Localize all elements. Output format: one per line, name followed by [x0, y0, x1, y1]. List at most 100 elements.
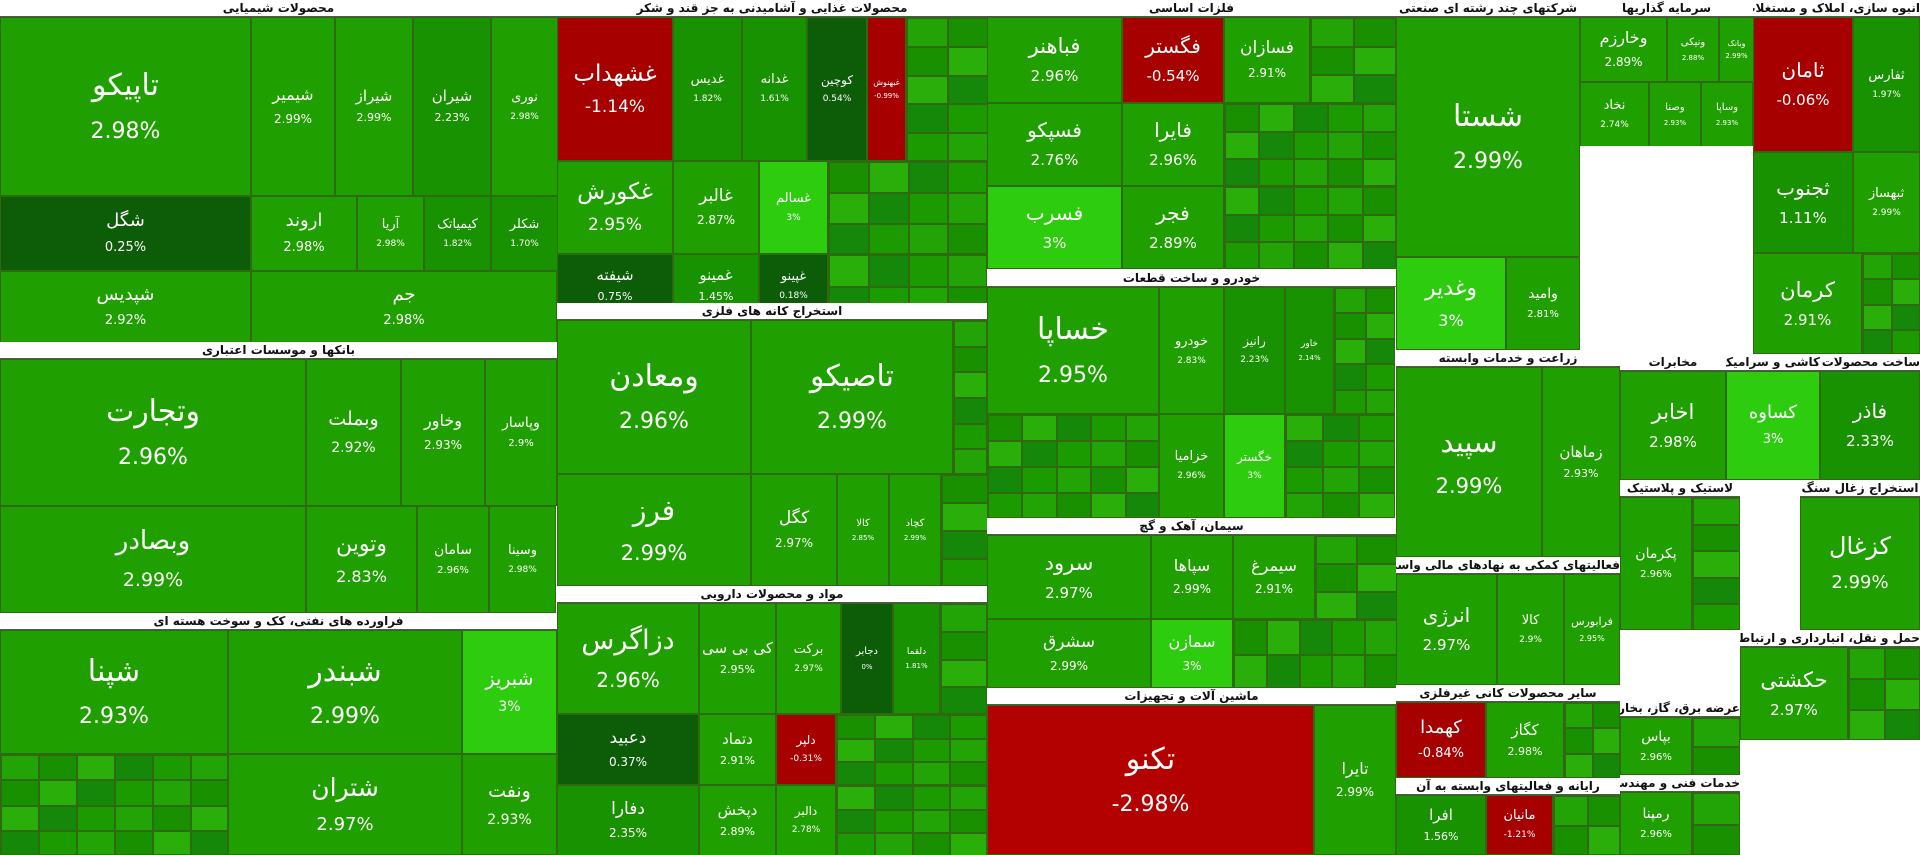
mini-tile[interactable] — [1335, 338, 1366, 365]
mini-tile[interactable] — [1125, 493, 1158, 517]
mini-tile[interactable] — [1885, 679, 1919, 710]
mini-tile[interactable] — [1316, 536, 1357, 564]
mini-tile[interactable] — [908, 162, 949, 193]
mini-tile[interactable] — [1091, 493, 1126, 517]
stock-tile[interactable]: شکلر 1.70% — [491, 196, 557, 271]
mini-tile[interactable] — [907, 18, 948, 47]
mini-tile[interactable] — [1056, 493, 1092, 517]
stock-tile[interactable]: سامان 2.96% — [417, 506, 489, 613]
mini-tile[interactable] — [954, 346, 986, 373]
mini-tile[interactable] — [115, 805, 153, 831]
mini-tile[interactable] — [1593, 728, 1619, 754]
mini-tile[interactable] — [153, 830, 191, 854]
stock-tile[interactable]: کوچین 0.54% — [807, 17, 867, 161]
mini-tile[interactable] — [1365, 620, 1396, 655]
stock-tile[interactable]: وبصادر 2.99% — [0, 506, 306, 613]
mini-tile[interactable] — [948, 104, 987, 134]
mini-tile[interactable] — [1311, 75, 1354, 102]
mini-tile[interactable] — [988, 467, 1023, 493]
mini-tile[interactable] — [1849, 679, 1885, 710]
stock-tile[interactable]: کیمیاتک 1.82% — [424, 196, 491, 271]
stock-tile[interactable]: حکشتی 2.97% — [1740, 647, 1848, 740]
mini-tile[interactable] — [1892, 254, 1919, 280]
mini-tile[interactable] — [1293, 214, 1329, 243]
mini-tile[interactable] — [1693, 577, 1739, 605]
mini-tile[interactable] — [1234, 620, 1267, 655]
mini-tile[interactable] — [1892, 304, 1919, 330]
mini-tile[interactable] — [1056, 441, 1092, 467]
mini-tile[interactable] — [1293, 242, 1329, 268]
stock-tile[interactable]: خودرو 2.83% — [1159, 287, 1224, 414]
stock-tile[interactable]: وساپا 2.93% — [1701, 82, 1753, 146]
mini-tile[interactable] — [1293, 187, 1329, 215]
stock-tile[interactable]: دعبید 0.37% — [557, 714, 699, 785]
mini-tile[interactable] — [950, 738, 986, 763]
mini-tile[interactable] — [1587, 796, 1619, 826]
mini-tile[interactable] — [950, 833, 986, 855]
mini-tile[interactable] — [837, 738, 875, 763]
mini-tile[interactable] — [1056, 415, 1092, 441]
stock-tile[interactable]: وخاور 2.93% — [401, 359, 485, 506]
mini-tile[interactable] — [954, 372, 986, 398]
stock-tile[interactable]: ثبهساز 2.99% — [1853, 152, 1920, 253]
stock-tile[interactable]: سمازن 3% — [1151, 619, 1233, 688]
stock-tile[interactable]: شستا 2.99% — [1396, 17, 1580, 257]
stock-tile[interactable]: فباهنر 2.96% — [987, 17, 1122, 103]
mini-tile[interactable] — [1, 755, 39, 781]
stock-tile[interactable]: سیمرغ 2.91% — [1233, 535, 1315, 619]
mini-tile[interactable] — [837, 715, 875, 739]
mini-tile[interactable] — [1259, 187, 1294, 215]
mini-tile[interactable] — [1365, 288, 1394, 314]
stock-tile[interactable]: شیران 2.23% — [413, 17, 491, 196]
mini-tile[interactable] — [1322, 467, 1360, 493]
mini-tile[interactable] — [1335, 364, 1366, 390]
stock-tile[interactable]: خگستر 3% — [1224, 414, 1285, 518]
stock-tile[interactable]: فاذر 2.33% — [1820, 371, 1920, 480]
mini-tile[interactable] — [1259, 159, 1294, 185]
mini-tile[interactable] — [912, 762, 951, 784]
mini-tile[interactable] — [948, 193, 986, 224]
stock-tile[interactable]: کالا 2.85% — [837, 474, 889, 586]
stock-tile[interactable]: خزامیا 2.96% — [1159, 414, 1224, 518]
mini-tile[interactable] — [1225, 159, 1260, 185]
stock-tile[interactable]: مانیان -1.21% — [1486, 795, 1553, 855]
mini-tile[interactable] — [1091, 415, 1126, 441]
mini-tile[interactable] — [942, 559, 987, 585]
mini-tile[interactable] — [1849, 710, 1885, 739]
mini-tile[interactable] — [988, 415, 1023, 441]
stock-tile[interactable]: وصنا 2.93% — [1649, 82, 1701, 146]
stock-tile[interactable]: ثفارس 1.97% — [1853, 17, 1920, 152]
stock-tile[interactable]: نوری 2.98% — [491, 17, 557, 196]
mini-tile[interactable] — [912, 715, 951, 739]
stock-tile[interactable]: دلقما 1.81% — [893, 603, 940, 714]
mini-tile[interactable] — [1234, 654, 1267, 687]
mini-tile[interactable] — [874, 833, 913, 855]
mini-tile[interactable] — [837, 809, 875, 834]
stock-tile[interactable]: شبریز 3% — [462, 630, 557, 754]
mini-tile[interactable] — [1354, 46, 1395, 76]
mini-tile[interactable] — [908, 193, 949, 224]
mini-tile[interactable] — [1693, 498, 1739, 525]
stock-tile[interactable]: غبهنوش -0.99% — [867, 17, 906, 161]
mini-tile[interactable] — [1091, 441, 1126, 467]
stock-tile[interactable]: وبانک 2.99% — [1719, 17, 1753, 82]
mini-tile[interactable] — [868, 255, 909, 287]
mini-tile[interactable] — [1259, 104, 1294, 132]
mini-tile[interactable] — [1293, 131, 1329, 160]
mini-tile[interactable] — [874, 738, 913, 763]
mini-tile[interactable] — [912, 738, 951, 763]
stock-tile[interactable]: ثجنوب 1.11% — [1753, 152, 1853, 253]
mini-tile[interactable] — [1565, 728, 1593, 754]
mini-tile[interactable] — [1299, 620, 1333, 655]
stock-tile[interactable]: غکورش 2.95% — [557, 161, 673, 254]
mini-tile[interactable] — [1316, 564, 1357, 592]
stock-tile[interactable]: وپاسار 2.9% — [485, 359, 557, 506]
stock-tile[interactable]: کهمدا -0.84% — [1396, 702, 1486, 778]
mini-tile[interactable] — [829, 162, 869, 193]
mini-tile[interactable] — [115, 755, 153, 781]
stock-tile[interactable]: اروند 2.98% — [251, 196, 357, 271]
mini-tile[interactable] — [837, 833, 875, 855]
mini-tile[interactable] — [1357, 536, 1396, 564]
stock-tile[interactable]: وبملت 2.92% — [306, 359, 401, 506]
mini-tile[interactable] — [829, 224, 869, 253]
